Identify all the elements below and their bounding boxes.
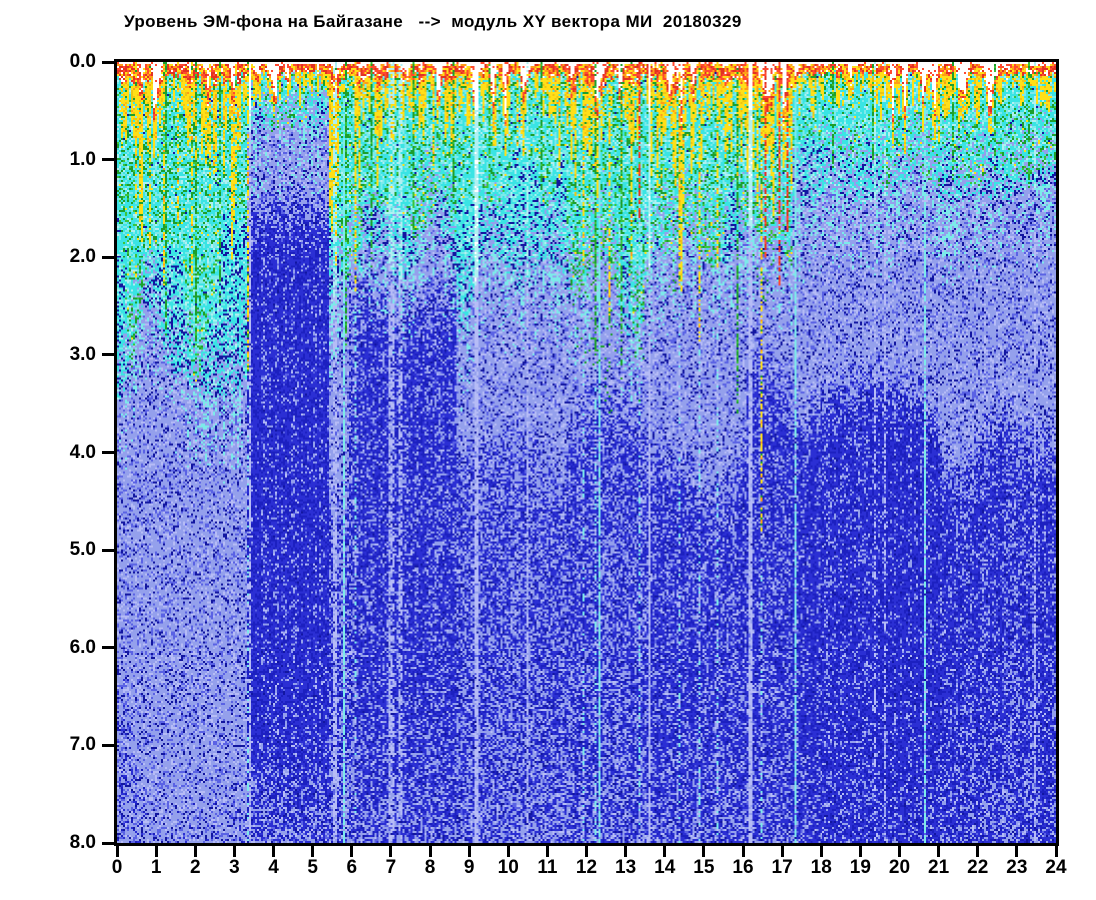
x-axis-label: 22 <box>967 857 989 878</box>
x-axis-tick <box>350 846 354 857</box>
x-axis-tick <box>428 846 432 857</box>
x-axis-tick <box>272 846 275 857</box>
x-axis-label: 4 <box>268 857 279 878</box>
x-axis-label: 19 <box>849 857 871 878</box>
x-axis-label: 7 <box>385 857 397 878</box>
y-axis-label: 4.0 <box>69 441 96 463</box>
x-axis-label: 10 <box>497 857 519 878</box>
x-axis-tick <box>389 846 393 857</box>
y-axis-tick <box>102 158 114 162</box>
chart-title: Уровень ЭМ-фона на Байгазане --> модуль … <box>124 12 742 31</box>
y-axis-label: 8.0 <box>69 832 96 853</box>
x-axis-tick <box>193 846 197 857</box>
x-axis-label: 13 <box>615 857 637 878</box>
x-axis-tick <box>702 846 706 857</box>
x-axis-tick <box>663 846 667 857</box>
x-axis-tick <box>545 846 549 857</box>
x-axis-tick <box>1015 846 1019 857</box>
x-axis-label: 18 <box>810 857 832 878</box>
x-axis-label: 23 <box>1006 857 1028 878</box>
x-axis-tick <box>154 846 158 857</box>
x-axis-label: 1 <box>150 857 162 878</box>
x-axis-tick <box>467 846 471 857</box>
x-axis-tick <box>937 846 941 857</box>
x-axis-label: 14 <box>654 857 676 878</box>
y-axis-tick <box>102 451 114 454</box>
x-axis-tick <box>115 846 119 857</box>
x-axis-tick <box>858 846 862 857</box>
x-axis-tick <box>585 846 588 857</box>
y-axis-label: 0.0 <box>69 51 96 72</box>
y-axis-tick <box>102 548 114 552</box>
y-axis-tick <box>102 743 114 747</box>
x-axis-label: 8 <box>424 857 436 878</box>
x-axis-tick <box>624 846 628 857</box>
x-axis-tick <box>232 846 236 857</box>
spectrogram-canvas <box>117 62 1056 843</box>
x-axis-tick <box>819 846 823 857</box>
x-axis-tick <box>506 846 510 857</box>
x-axis-label: 12 <box>575 857 598 878</box>
x-axis-label: 17 <box>771 857 793 878</box>
x-axis-label: 5 <box>307 857 318 878</box>
x-axis-label: 0 <box>111 857 123 878</box>
y-axis-tick <box>102 353 114 357</box>
x-axis-tick <box>741 846 745 857</box>
x-axis-tick <box>311 846 315 857</box>
x-axis-label: 20 <box>888 857 911 878</box>
y-axis-label: 6.0 <box>69 636 96 658</box>
x-axis-tick <box>1054 846 1058 857</box>
x-axis-tick <box>780 846 784 857</box>
x-axis-label: 9 <box>463 857 475 878</box>
y-axis-label: 3.0 <box>69 343 96 365</box>
x-axis-label: 2 <box>189 857 201 878</box>
x-axis-tick <box>898 846 901 857</box>
x-axis-label: 3 <box>229 857 240 878</box>
y-axis-label: 5.0 <box>69 539 96 561</box>
x-axis-label: 11 <box>537 857 558 878</box>
y-axis-label: 2.0 <box>69 246 96 268</box>
y-axis-tick <box>102 646 114 650</box>
x-axis-label: 15 <box>693 857 715 878</box>
y-axis-tick <box>102 255 114 259</box>
x-axis-label: 24 <box>1045 857 1067 878</box>
x-axis-label: 16 <box>732 857 754 878</box>
x-axis-label: 21 <box>928 857 950 878</box>
y-axis-label: 7.0 <box>69 734 96 756</box>
y-axis-tick <box>102 60 114 64</box>
x-axis-label: 6 <box>346 857 358 878</box>
y-axis-tick <box>102 841 114 845</box>
y-axis-label: 1.0 <box>69 148 96 170</box>
x-axis-tick <box>976 846 980 857</box>
plot-frame <box>114 59 1059 846</box>
